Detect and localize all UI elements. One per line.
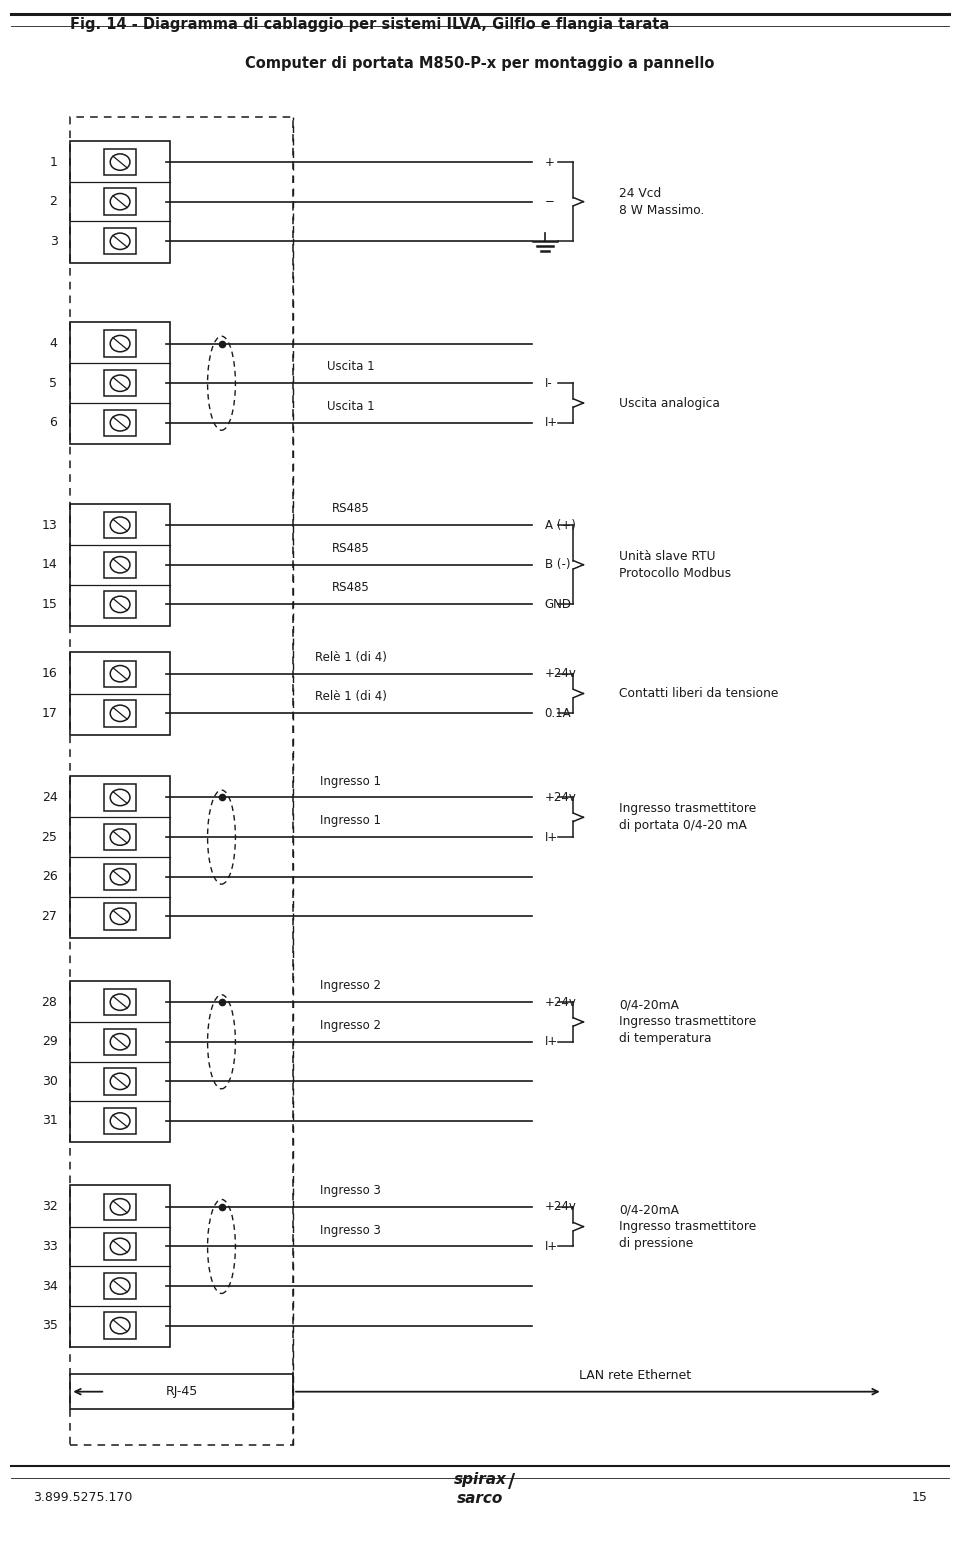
Bar (105, 148, 136, 176)
Text: 24: 24 (41, 792, 58, 804)
Text: 24 Vcd
8 W Massimo.: 24 Vcd 8 W Massimo. (619, 187, 705, 216)
Bar (105, 660, 136, 687)
Text: 28: 28 (41, 995, 58, 1009)
Bar (105, 1313, 136, 1339)
Bar (70, 776, 170, 938)
Text: Ingresso 3: Ingresso 3 (321, 1183, 381, 1197)
Text: RS485: RS485 (332, 542, 370, 555)
Text: 6: 6 (50, 417, 58, 429)
Bar (70, 981, 170, 1142)
Text: I+: I+ (544, 417, 558, 429)
Text: 0/4-20mA
Ingresso trasmettitore
di pressione: 0/4-20mA Ingresso trasmettitore di press… (619, 1204, 756, 1250)
Text: 13: 13 (41, 518, 58, 532)
Text: 3: 3 (50, 235, 58, 248)
Text: 34: 34 (41, 1279, 58, 1293)
Bar (105, 512, 136, 539)
Bar (105, 989, 136, 1015)
Bar (105, 1068, 136, 1094)
Text: Contatti liberi da tensione: Contatti liberi da tensione (619, 687, 779, 701)
Text: RJ-45: RJ-45 (166, 1386, 198, 1398)
Text: 0/4-20mA
Ingresso trasmettitore
di temperatura: 0/4-20mA Ingresso trasmettitore di tempe… (619, 998, 756, 1046)
Bar (105, 409, 136, 437)
Text: Relè 1 (di 4): Relè 1 (di 4) (315, 690, 387, 704)
Text: Uscita analogica: Uscita analogica (619, 397, 720, 409)
Text: −: − (544, 194, 555, 208)
Bar (105, 1233, 136, 1259)
Bar (105, 330, 136, 356)
Text: +24v: +24v (544, 1200, 577, 1213)
Text: 14: 14 (41, 559, 58, 571)
Text: 1: 1 (50, 156, 58, 168)
Text: A (+): A (+) (544, 518, 575, 532)
Text: I+: I+ (544, 1035, 558, 1048)
Text: Fig. 14 - Diagramma di cablaggio per sistemi ILVA, Gilflo e flangia tarata: Fig. 14 - Diagramma di cablaggio per sis… (70, 17, 670, 32)
Bar (105, 701, 136, 727)
Bar (70, 140, 170, 262)
Text: Computer di portata M850-P-x per montaggio a pannello: Computer di portata M850-P-x per montagg… (246, 56, 714, 71)
Text: 4: 4 (50, 336, 58, 350)
Bar (105, 1273, 136, 1299)
Bar (105, 1029, 136, 1055)
Text: GND: GND (544, 597, 571, 611)
Text: Ingresso 2: Ingresso 2 (321, 1018, 381, 1032)
Text: +24v: +24v (544, 995, 577, 1009)
Text: I-: I- (544, 376, 552, 390)
Text: 32: 32 (41, 1200, 58, 1213)
Bar (105, 1194, 136, 1221)
Text: I+: I+ (544, 830, 558, 844)
Text: 30: 30 (41, 1075, 58, 1088)
Text: Unità slave RTU
Protocollo Modbus: Unità slave RTU Protocollo Modbus (619, 549, 732, 580)
Text: 25: 25 (41, 830, 58, 844)
Text: Ingresso 1: Ingresso 1 (321, 815, 381, 827)
Text: 35: 35 (41, 1319, 58, 1332)
Text: Ingresso 3: Ingresso 3 (321, 1224, 381, 1236)
Bar (70, 1185, 170, 1347)
Text: sarco: sarco (457, 1491, 503, 1506)
Text: 31: 31 (41, 1114, 58, 1128)
Bar (105, 784, 136, 810)
Text: Uscita 1: Uscita 1 (327, 361, 374, 373)
Bar (105, 903, 136, 929)
Text: RS485: RS485 (332, 582, 370, 594)
Bar (70, 1375, 293, 1409)
Text: I+: I+ (544, 1241, 558, 1253)
Text: Ingresso 1: Ingresso 1 (321, 775, 381, 787)
Bar (105, 591, 136, 617)
Bar (70, 653, 170, 734)
Text: Relè 1 (di 4): Relè 1 (di 4) (315, 651, 387, 663)
Text: 0.1A: 0.1A (544, 707, 571, 721)
Bar (105, 551, 136, 579)
Bar (70, 322, 170, 444)
Text: /: / (508, 1472, 515, 1491)
Text: LAN rete Ethernet: LAN rete Ethernet (580, 1369, 691, 1383)
Bar (105, 824, 136, 850)
Text: 15: 15 (41, 597, 58, 611)
Text: 5: 5 (50, 376, 58, 390)
Bar (105, 188, 136, 214)
Text: 29: 29 (41, 1035, 58, 1048)
Text: RS485: RS485 (332, 503, 370, 515)
Text: spirax: spirax (453, 1472, 507, 1486)
Text: Ingresso trasmettitore
di portata 0/4-20 mA: Ingresso trasmettitore di portata 0/4-20… (619, 802, 756, 832)
Text: B (-): B (-) (544, 559, 570, 571)
Bar (70, 503, 170, 626)
Bar (105, 864, 136, 890)
Text: 3.899.5275.170: 3.899.5275.170 (33, 1491, 132, 1504)
Text: +24v: +24v (544, 667, 577, 680)
Text: +: + (544, 156, 555, 168)
Text: Ingresso 2: Ingresso 2 (321, 980, 381, 992)
Text: 2: 2 (50, 194, 58, 208)
Text: 16: 16 (41, 667, 58, 680)
Bar (105, 228, 136, 255)
Bar (105, 1108, 136, 1134)
Text: 15: 15 (912, 1491, 927, 1504)
Bar (105, 370, 136, 397)
Text: +24v: +24v (544, 792, 577, 804)
Text: 33: 33 (41, 1241, 58, 1253)
Text: 26: 26 (41, 870, 58, 883)
Text: 17: 17 (41, 707, 58, 721)
Text: Uscita 1: Uscita 1 (327, 400, 374, 414)
Text: 27: 27 (41, 910, 58, 923)
